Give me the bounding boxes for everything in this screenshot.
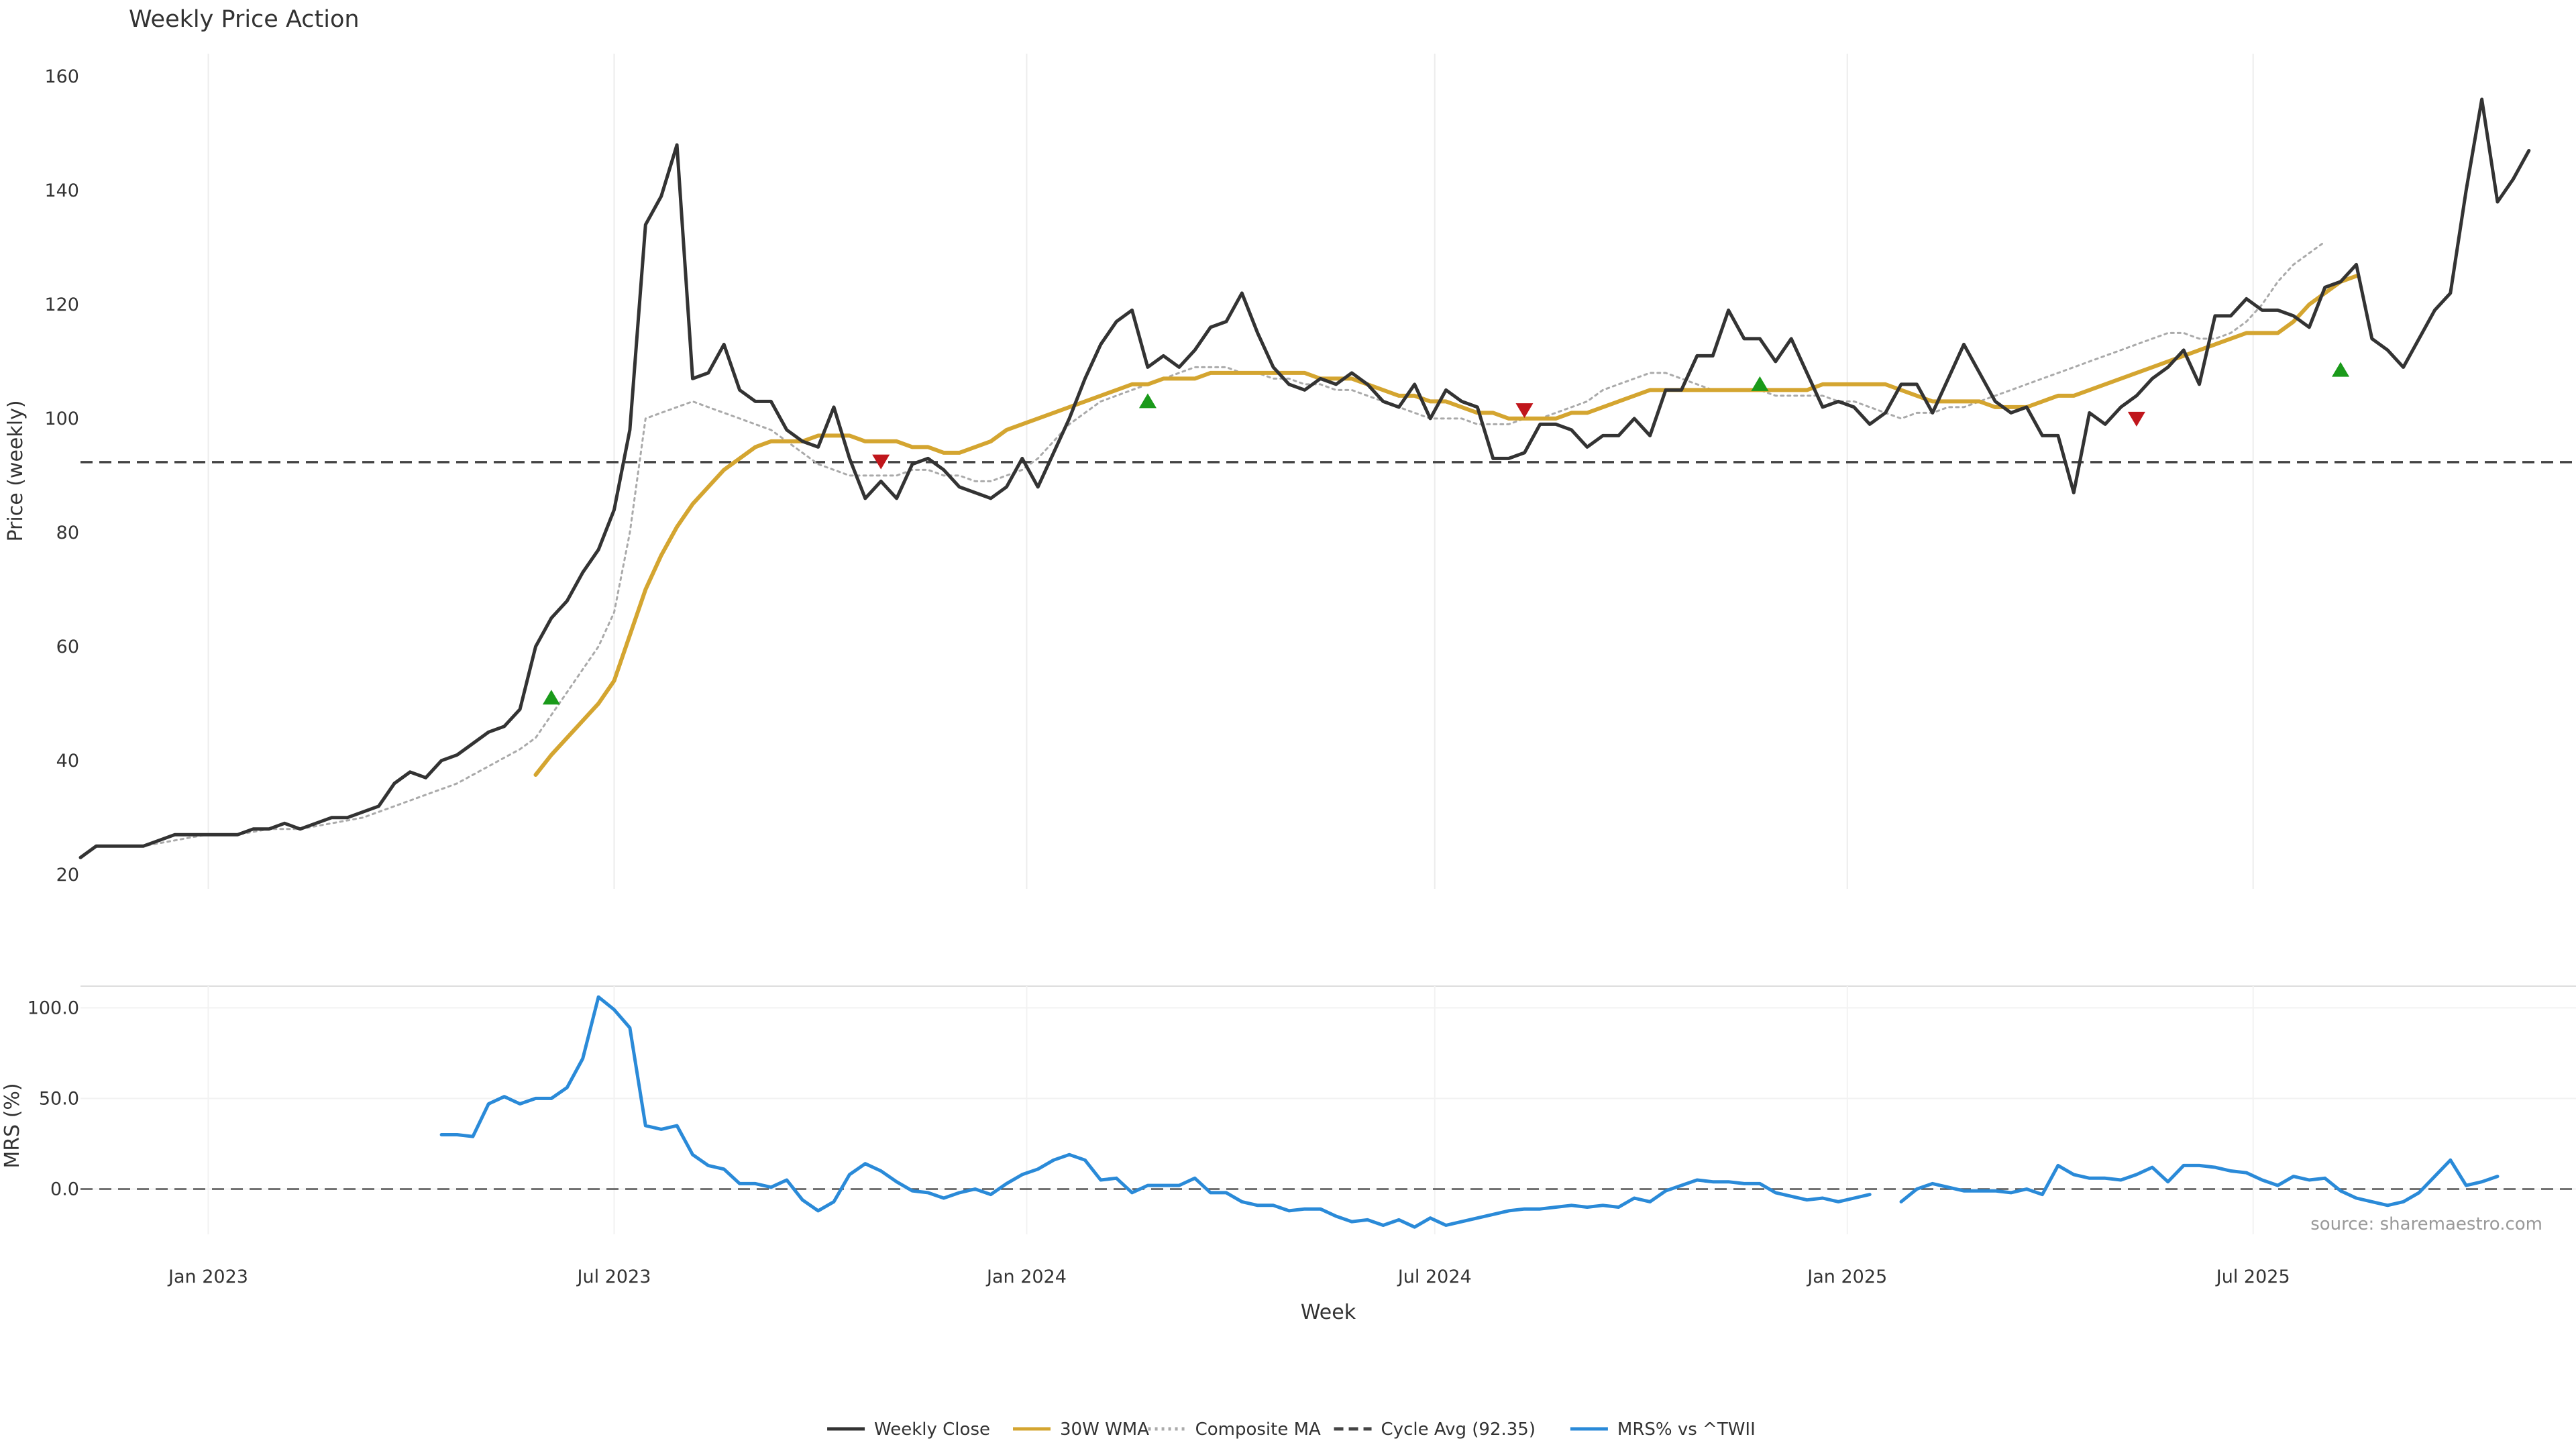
legend-label: Cycle Avg (92.35) [1381,1419,1536,1440]
x-tick-label: Jul 2025 [2215,1267,2290,1287]
legend-label: Composite MA [1195,1419,1321,1440]
x-tick-label: Jan 2025 [1806,1267,1887,1287]
x-axis-label: Week [1301,1301,1356,1324]
buy-signal-marker [1751,376,1769,391]
mrs-y-tick-label: 50.0 [39,1088,79,1109]
sell-signal-marker [1515,403,1534,419]
buy-signal-marker [2332,362,2350,377]
mrs-y-tick-label: 0.0 [50,1179,79,1199]
price-y-tick-label: 20 [56,865,79,885]
legend-label: 30W WMA [1060,1419,1149,1440]
price-y-tick-label: 140 [44,180,79,201]
price-y-axis-label: Price (weekly) [4,400,28,541]
buy-signal-marker [1138,393,1157,409]
x-axis-ticks: Jan 2023 Jul 2023 Jan 2024 Jul 2024 Jan 2025… [167,1267,2290,1287]
legend-label: MRS% vs ^TWII [1617,1419,1756,1440]
x-tick-label: Jan 2024 [985,1267,1067,1287]
legend: Weekly Close 30W WMA Composite MA Cycle Avg… [827,1419,1756,1440]
price-y-tick-label: 60 [56,637,79,657]
mrs-y-axis-label: MRS (%) [1,1083,24,1168]
buy-signal-marker [542,690,560,705]
chart-title: Weekly Price Action [129,6,360,33]
price-y-tick-label: 120 [44,294,79,315]
legend-label: Weekly Close [874,1419,990,1440]
x-tick-label: Jan 2023 [167,1267,248,1287]
mrs-y-ticks: 0.0 50.0 100.0 [28,998,79,1199]
mrs-panel: 0.0 50.0 100.0 Jan 2023 Jul 2023 Jan 2024 Jul… [1,985,2576,1324]
weekly-close-line [78,97,2531,859]
x-tick-label: Jul 2023 [576,1267,651,1287]
price-gridlines [207,54,2254,889]
price-y-tick-label: 100 [44,409,79,429]
x-tick-label: Jul 2024 [1397,1267,1472,1287]
composite-ma-line [126,240,2326,847]
mrs-series [439,995,2500,1229]
sell-signal-marker [872,454,890,470]
signal-markers [542,362,2350,705]
price-panel: 20 40 60 80 100 120 140 160 Weekly Price Action… [4,6,2576,889]
price-y-tick-label: 80 [56,523,79,543]
price-y-tick-label: 40 [56,751,79,771]
mrs-line [1899,1158,2500,1208]
price-y-ticks: 20 40 60 80 100 120 140 160 [44,66,79,885]
sell-signal-marker [2127,411,2145,427]
mrs-line [439,995,1872,1229]
wma-30w-line [533,274,2359,777]
price-series [78,97,2531,859]
source-label: source: sharemaestro.com [2310,1214,2542,1234]
price-y-tick-label: 160 [44,66,79,87]
mrs-y-tick-label: 100.0 [28,998,79,1018]
